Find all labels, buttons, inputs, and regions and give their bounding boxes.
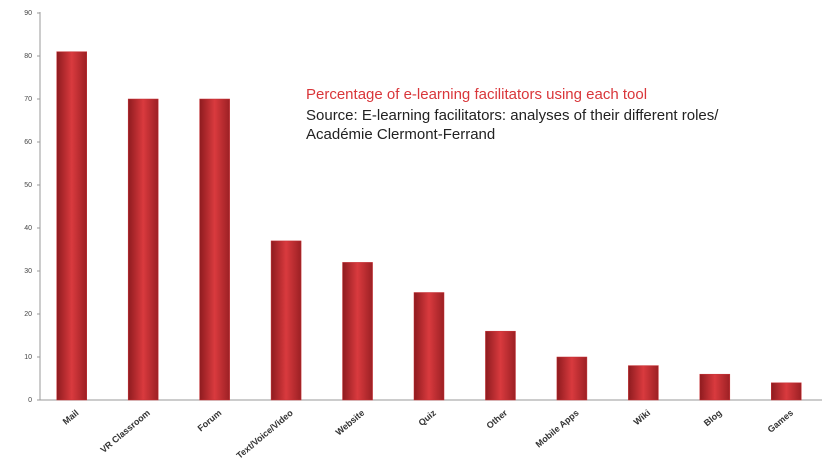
y-tick-label: 40 xyxy=(24,225,32,232)
x-tick-label: Quiz xyxy=(416,407,438,428)
x-tick-label: VR Classroom xyxy=(98,408,152,455)
y-tick-label: 70 xyxy=(24,96,32,103)
bar xyxy=(127,98,159,401)
y-tick-label: 30 xyxy=(24,268,32,275)
y-tick-label: 90 xyxy=(24,10,32,17)
bar xyxy=(485,330,516,401)
bar xyxy=(270,240,302,401)
x-tick-label: Text/Voice/Video xyxy=(234,407,295,460)
y-tick-label: 80 xyxy=(24,53,32,60)
x-tick-label: Games xyxy=(766,408,795,435)
bar xyxy=(342,262,373,401)
bar xyxy=(56,51,87,401)
bar xyxy=(771,382,802,401)
bar xyxy=(413,292,445,401)
y-tick-label: 50 xyxy=(24,182,32,189)
x-tick-label: Other xyxy=(484,407,509,430)
x-tick-label: Mail xyxy=(61,408,81,427)
x-tick-label: Website xyxy=(334,408,367,438)
chart-subtitle: Source: E-learning facilitators: analyse… xyxy=(306,107,719,143)
bar xyxy=(699,373,731,401)
bar xyxy=(199,98,230,401)
y-tick-label: 60 xyxy=(24,139,32,146)
bar xyxy=(556,356,588,401)
x-tick-label: Wiki xyxy=(632,408,653,428)
y-tick-label: 20 xyxy=(24,311,32,318)
x-tick-label: Mobile Apps xyxy=(534,408,581,450)
bar xyxy=(628,365,659,401)
x-tick-label: Blog xyxy=(702,408,724,429)
x-tick-label: Forum xyxy=(196,408,224,434)
y-tick-label: 0 xyxy=(28,397,32,404)
y-tick-label: 10 xyxy=(24,354,32,361)
chart-title: Percentage of e-learning facilitators us… xyxy=(306,86,648,103)
